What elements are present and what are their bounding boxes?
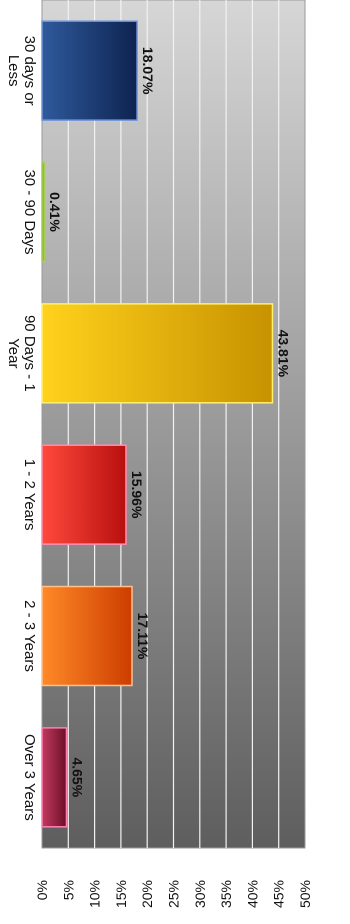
gridlines [67,0,280,848]
data-label: 15.96% [129,471,145,519]
tick-label: 30% [192,880,208,908]
data-label: 4.65% [69,757,85,797]
tick-label: 35% [218,880,234,908]
bar [41,161,45,263]
data-labels: 18.07% 0.41% 43.81% 15.96% 17.11% 4.65% [47,47,291,798]
category-label: Over 3 Years [21,734,38,821]
tick-label: 20% [139,880,155,908]
data-label: 17.11% [135,613,151,660]
chart-rotator: 18.07% 0.41% 43.81% 15.96% 17.11% 4.65% 30 da… [5,0,306,849]
bar [41,444,127,545]
data-label: 0.41% [47,192,63,232]
bar [41,20,138,121]
tick-label: 25% [166,880,182,908]
tick-label: 45% [271,880,287,908]
category-label: 1 - 2 Years [21,459,38,531]
tick-label: 5% [60,880,76,900]
tick-label: 40% [244,880,260,908]
category-label: 2 - 3 Years [21,600,38,672]
tick-label: 0% [34,880,50,900]
bar [41,585,133,687]
data-label: 18.07% [140,47,156,95]
bars [41,20,274,828]
category-labels: 30 days orLess 30 - 90 Days 90 Days - 1Yea… [5,36,38,821]
bar [41,303,274,404]
category-label: 30 days orLess [5,36,38,106]
tick-label: 10% [87,880,103,908]
bar [41,727,68,828]
tick-label: 15% [113,880,129,908]
value-axis-ticks: 0% 5% 10% 15% 20% 25% 30% 35% 40% 45% 50% [34,880,313,908]
category-label: 30 - 90 Days [21,169,38,254]
data-label: 43.81% [275,330,291,378]
tick-label: 50% [297,880,313,908]
category-label: 90 Days - 1Year [5,315,38,392]
